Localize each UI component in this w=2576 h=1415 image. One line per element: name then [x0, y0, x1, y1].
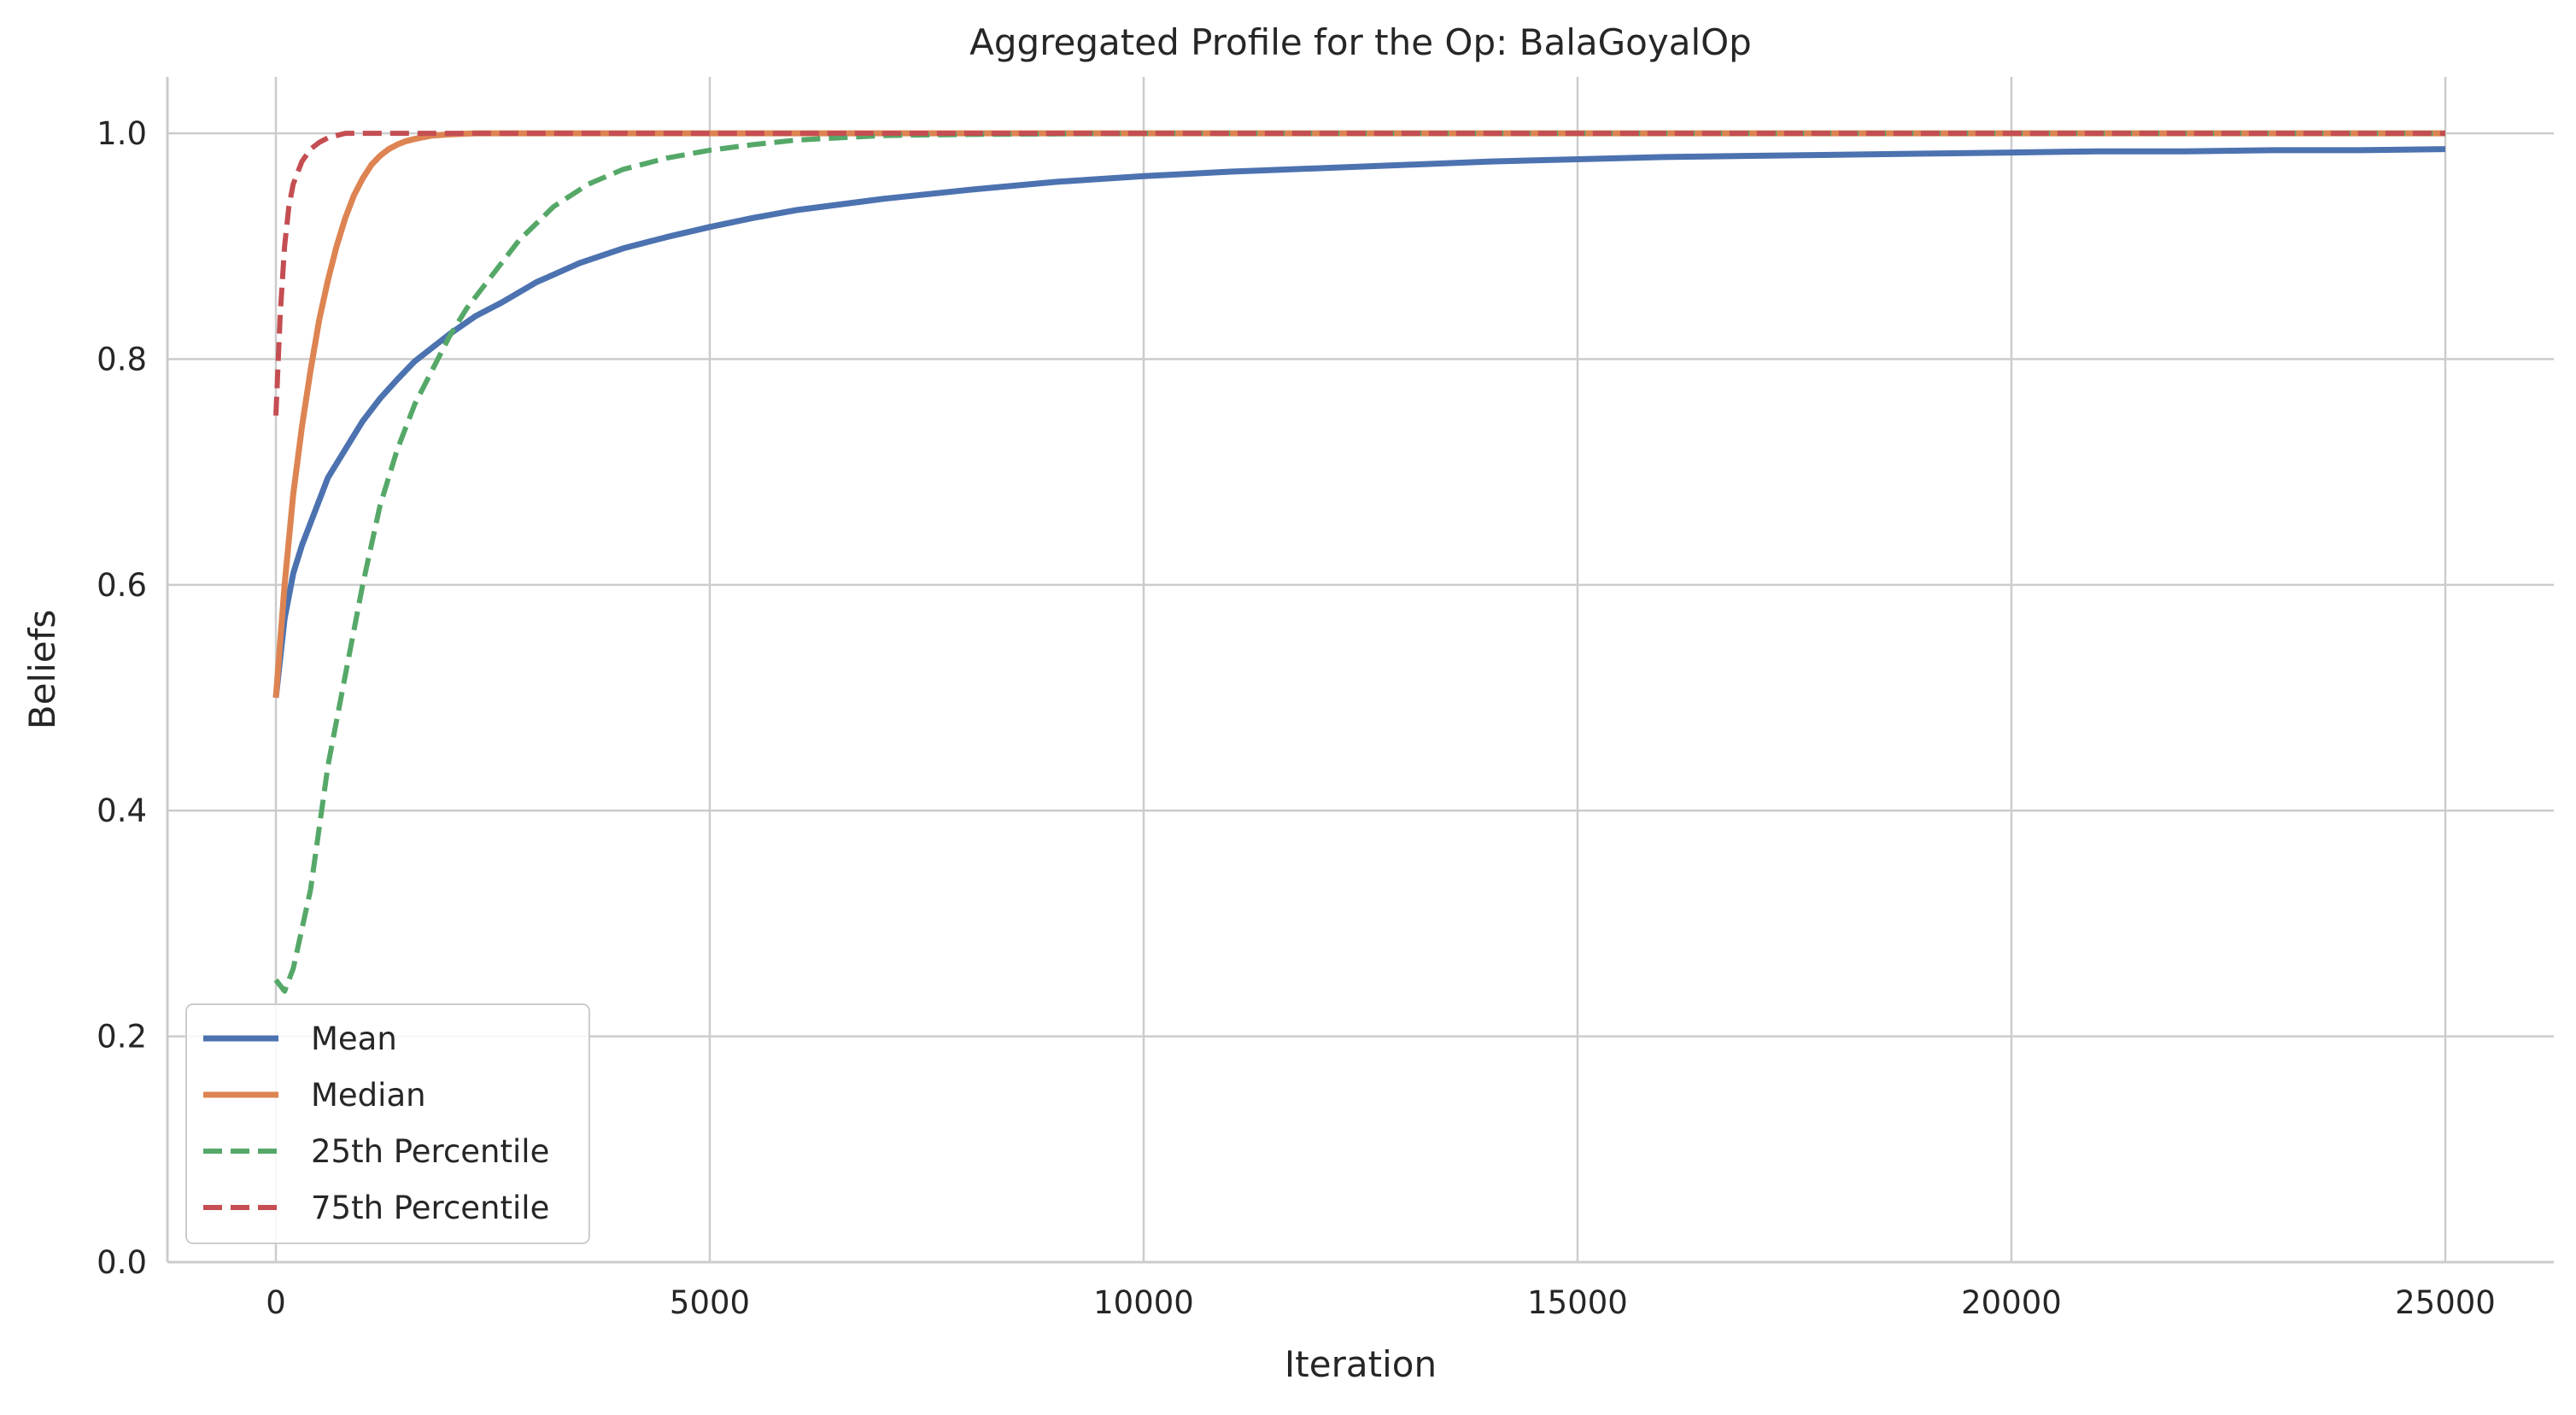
tick-labels: 0 5000 10000 15000 20000 25000 0.0 0.2 0.4 0.6 0.8… [97, 115, 2496, 1321]
chart-title: Aggregated Profile for the Op: BalaGoyal… [969, 21, 1752, 63]
x-tick-label: 20000 [1961, 1284, 2062, 1321]
y-tick-label: 0.8 [97, 341, 147, 377]
x-tick-label: 0 [266, 1284, 286, 1321]
y-tick-label: 1.0 [97, 115, 147, 152]
x-tick-label: 5000 [670, 1284, 750, 1321]
axes [166, 77, 2554, 1264]
y-tick-label: 0.0 [97, 1244, 147, 1281]
legend-label: 75th Percentile [311, 1190, 549, 1226]
x-tick-label: 10000 [1093, 1284, 1194, 1321]
legend-label: Median [311, 1077, 426, 1114]
series-line-75th-percentile [273, 131, 2445, 416]
legend: Mean Median 25th Percentile 75th Percentile [185, 1003, 590, 1244]
x-tick-label: 15000 [1527, 1284, 1628, 1321]
series-line-mean [272, 146, 2446, 699]
x-axis-label: Iteration [1285, 1343, 1437, 1385]
series-lines [272, 130, 2446, 994]
x-tick-label: 25000 [2395, 1284, 2496, 1321]
legend-frame [185, 1003, 590, 1244]
legend-label: Mean [311, 1020, 397, 1057]
y-tick-label: 0.4 [97, 792, 147, 829]
legend-label: 25th Percentile [311, 1133, 549, 1170]
y-tick-label: 0.6 [97, 567, 147, 604]
y-axis-label: Beliefs [21, 610, 63, 730]
y-tick-label: 0.2 [97, 1019, 147, 1055]
